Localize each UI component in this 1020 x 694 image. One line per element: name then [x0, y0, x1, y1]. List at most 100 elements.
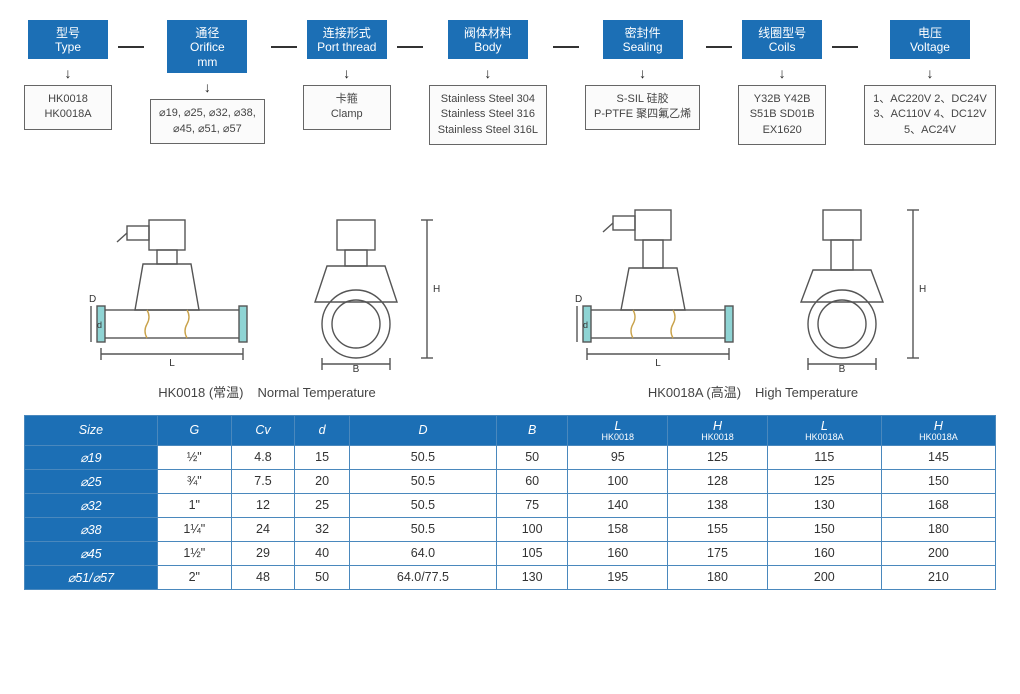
table-header-label: Cv — [255, 423, 270, 437]
property-column: 型号Type↓HK0018HK0018A — [24, 20, 112, 130]
table-cell: 155 — [668, 517, 768, 541]
property-value: 卡箍 — [312, 92, 382, 107]
property-value: ⌀45, ⌀51, ⌀57 — [159, 122, 256, 137]
table-cell: 50.5 — [350, 517, 497, 541]
table-row: ⌀381¼"243250.5100158155150180 — [25, 517, 996, 541]
table-header-label: D — [418, 423, 427, 437]
property-value: 5、AC24V — [873, 123, 987, 138]
table-cell: 50.5 — [350, 469, 497, 493]
property-value: 3、AC110V 4、DC12V — [873, 107, 987, 122]
property-values: Y32B Y42BS51B SD01BEX1620 — [738, 85, 826, 145]
property-value: Y32B Y42B — [747, 92, 817, 107]
drawing-pair: L D d B H — [87, 202, 447, 372]
table-cell: ⌀25 — [25, 469, 158, 493]
valve-side-view: L D d — [573, 202, 743, 372]
table-header-label: Size — [79, 423, 103, 437]
table-header: B — [496, 415, 568, 445]
table-cell: 115 — [767, 445, 881, 469]
table-header-label: B — [528, 423, 536, 437]
table-cell: 180 — [668, 565, 768, 589]
property-value: S-SIL 硅胶 — [594, 92, 691, 107]
property-value: Clamp — [312, 107, 382, 122]
svg-text:L: L — [169, 358, 175, 369]
svg-text:B: B — [353, 364, 360, 372]
property-header-en: Sealing — [613, 40, 673, 54]
table-header-sub: HK0018A — [772, 433, 877, 442]
table-header-label: H — [713, 419, 722, 433]
arrow-down-icon: ↓ — [779, 65, 786, 81]
table-cell: 4.8 — [231, 445, 294, 469]
table-cell: ¾" — [157, 469, 231, 493]
table-cell: 15 — [295, 445, 350, 469]
arrow-down-icon: ↓ — [65, 65, 72, 81]
table-cell: 29 — [231, 541, 294, 565]
valve-front-view: B H — [763, 202, 933, 372]
table-cell: 138 — [668, 493, 768, 517]
table-header: G — [157, 415, 231, 445]
property-value: HK0018 — [33, 92, 103, 107]
table-cell: 95 — [568, 445, 668, 469]
table-cell: ⌀51/⌀57 — [25, 565, 158, 589]
property-header-cn: 密封件 — [613, 26, 673, 40]
property-row: 型号Type↓HK0018HK0018A通径Orificemm↓⌀19, ⌀25… — [24, 20, 996, 145]
table-cell: 2" — [157, 565, 231, 589]
property-values: S-SIL 硅胶P-PTFE 聚四氟乙烯 — [585, 85, 700, 130]
property-values: Stainless Steel 304Stainless Steel 316St… — [429, 85, 547, 145]
property-value: HK0018A — [33, 107, 103, 122]
arrow-down-icon: ↓ — [484, 65, 491, 81]
svg-text:B: B — [839, 364, 846, 372]
drawing-column: L D d B H HK0018 (常温)Normal Temperature — [87, 202, 447, 401]
property-header-en: Coils — [752, 40, 812, 54]
table-cell: ⌀32 — [25, 493, 158, 517]
drawing-column: L D d B H HK0018A (高温)High Temperature — [573, 202, 933, 401]
table-cell: 100 — [496, 517, 568, 541]
table-row: ⌀25¾"7.52050.560100128125150 — [25, 469, 996, 493]
table-cell: 145 — [881, 445, 995, 469]
table-cell: ⌀38 — [25, 517, 158, 541]
property-header-cn: 线圈型号 — [752, 26, 812, 40]
property-header-en: Port thread — [317, 40, 377, 54]
table-cell: 140 — [568, 493, 668, 517]
table-cell: 195 — [568, 565, 668, 589]
connector-line — [118, 46, 144, 48]
dimension-table: SizeGCvdDBLHK0018HHK0018LHK0018AHHK0018A… — [24, 415, 996, 590]
drawing-pair: L D d B H — [573, 202, 933, 372]
drawing-caption: HK0018A (高温)High Temperature — [648, 382, 858, 401]
property-header-en: Voltage — [900, 40, 960, 54]
property-header-cn: 连接形式 — [317, 26, 377, 40]
table-cell: 25 — [295, 493, 350, 517]
table-row: ⌀19½"4.81550.55095125115145 — [25, 445, 996, 469]
table-row: ⌀51/⌀572"485064.0/77.5130195180200210 — [25, 565, 996, 589]
property-values: 1、AC220V 2、DC24V3、AC110V 4、DC12V5、AC24V — [864, 85, 996, 145]
table-header: LHK0018A — [767, 415, 881, 445]
property-column: 密封件Sealing ↓ S-SIL 硅胶P-PTFE 聚四氟乙烯 — [585, 20, 700, 130]
svg-text:d: d — [583, 320, 588, 330]
connector-line — [397, 46, 423, 48]
table-header-sub: HK0018 — [572, 433, 663, 442]
table-cell: 125 — [767, 469, 881, 493]
table-header-label: L — [614, 419, 621, 433]
table-cell: 150 — [881, 469, 995, 493]
table-header: HHK0018A — [881, 415, 995, 445]
svg-text:d: d — [97, 320, 102, 330]
table-cell: 50.5 — [350, 493, 497, 517]
table-cell: ⌀19 — [25, 445, 158, 469]
property-header: 电压Voltage — [890, 20, 970, 59]
property-header-en: Body — [458, 40, 518, 54]
table-header: HHK0018 — [668, 415, 768, 445]
valve-side-view: L D d — [87, 202, 257, 372]
table-header: Size — [25, 415, 158, 445]
table-header-sub: HK0018 — [672, 433, 763, 442]
property-value: S51B SD01B — [747, 107, 817, 122]
arrow-down-icon: ↓ — [639, 65, 646, 81]
connector-line — [271, 46, 297, 48]
property-header-en: Orifice — [177, 40, 237, 54]
svg-text:H: H — [919, 284, 926, 295]
arrow-down-icon: ↓ — [926, 65, 933, 81]
connector-line — [832, 46, 858, 48]
caption-en: Normal Temperature — [257, 385, 375, 400]
table-header-sub: HK0018A — [886, 433, 991, 442]
table-cell: 200 — [767, 565, 881, 589]
table-row: ⌀321"122550.575140138130168 — [25, 493, 996, 517]
table-cell: ⌀45 — [25, 541, 158, 565]
